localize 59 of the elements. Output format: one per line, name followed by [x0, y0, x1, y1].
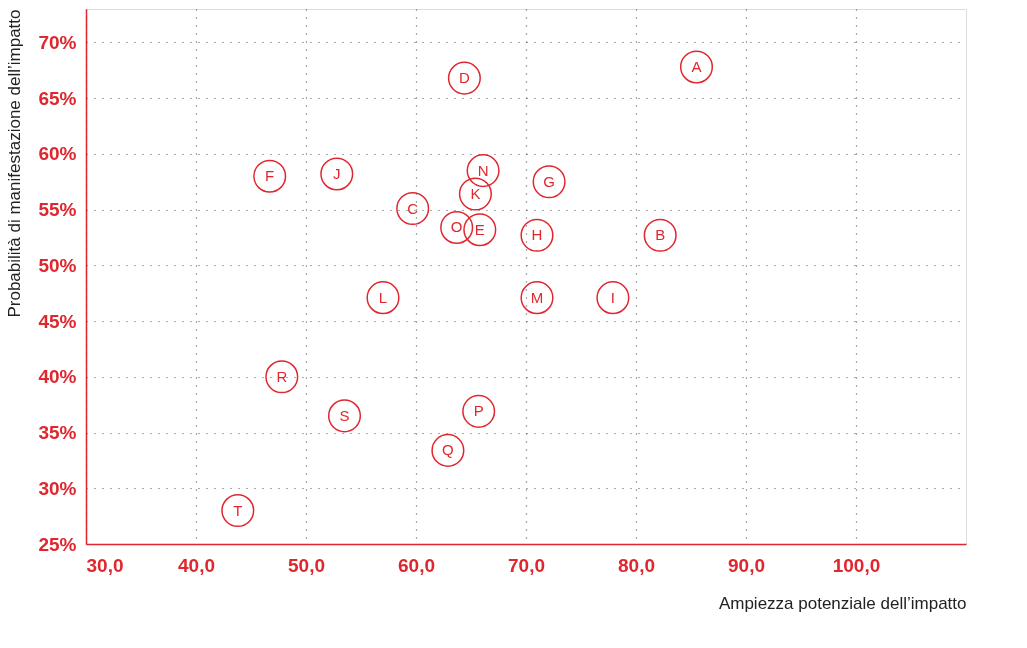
- point: [679, 50, 714, 84]
- point: [221, 494, 255, 528]
- point: [253, 159, 287, 193]
- x-tick-label: 40,0: [178, 554, 215, 576]
- y-tick-label: 35%: [38, 422, 77, 444]
- y-axis-title: Probabilità di manifestazione dell’impatto: [5, 9, 25, 318]
- y-tick-label: 60%: [38, 143, 77, 165]
- y-tick-label: 65%: [38, 87, 77, 109]
- annotation: T: [233, 501, 243, 519]
- annotation: D: [458, 69, 470, 87]
- annotation: J: [333, 164, 341, 182]
- annotation: K: [470, 185, 481, 203]
- annotation: H: [531, 226, 543, 244]
- annotation: O: [450, 218, 463, 236]
- x-axis-title: Ampiezza potenziale dell’impatto: [718, 593, 967, 613]
- y-tick-label: 55%: [38, 199, 77, 221]
- annotation: F: [265, 167, 275, 185]
- annotation: N: [477, 161, 489, 179]
- annotation: I: [610, 288, 615, 306]
- x-tick-label: 100,0: [832, 554, 881, 576]
- point: [520, 281, 554, 315]
- point: [532, 165, 566, 199]
- point: [463, 213, 497, 247]
- point: [520, 218, 554, 252]
- point: [462, 394, 496, 428]
- point: [320, 157, 354, 191]
- annotation: P: [473, 402, 484, 420]
- point: [327, 399, 362, 433]
- point: [458, 177, 492, 211]
- annotation: A: [691, 57, 702, 75]
- x-tick-label: 60,0: [398, 554, 435, 576]
- annotation: R: [276, 367, 288, 385]
- annotation: G: [543, 172, 555, 190]
- x-tick-label: 80,0: [618, 554, 655, 576]
- annotation: Q: [442, 441, 454, 459]
- point: [466, 154, 500, 188]
- y-tick-label: 30%: [38, 477, 77, 499]
- point: [366, 281, 400, 315]
- annotation: C: [407, 199, 419, 217]
- point: [265, 360, 299, 394]
- point: [396, 191, 430, 226]
- annotation: M: [530, 288, 544, 306]
- point: [596, 281, 630, 315]
- point: [643, 218, 677, 252]
- y-tick-label: 70%: [38, 31, 77, 53]
- y-tick-label: 50%: [38, 254, 77, 276]
- y-tick-label: 45%: [38, 310, 77, 332]
- x-tick-label: 50,0: [288, 554, 325, 576]
- y-tick-label: 40%: [38, 366, 77, 388]
- point: [440, 210, 474, 244]
- x-tick-label: 90,0: [728, 554, 765, 576]
- annotation: S: [339, 406, 350, 424]
- point: [447, 61, 481, 95]
- annotation: E: [474, 220, 485, 238]
- annotation: B: [655, 226, 666, 244]
- x-tick-label: 30,0: [86, 554, 124, 576]
- x-tick-label: 70,0: [508, 554, 545, 576]
- y-tick-label: 25%: [38, 533, 77, 555]
- annotation: L: [378, 288, 388, 306]
